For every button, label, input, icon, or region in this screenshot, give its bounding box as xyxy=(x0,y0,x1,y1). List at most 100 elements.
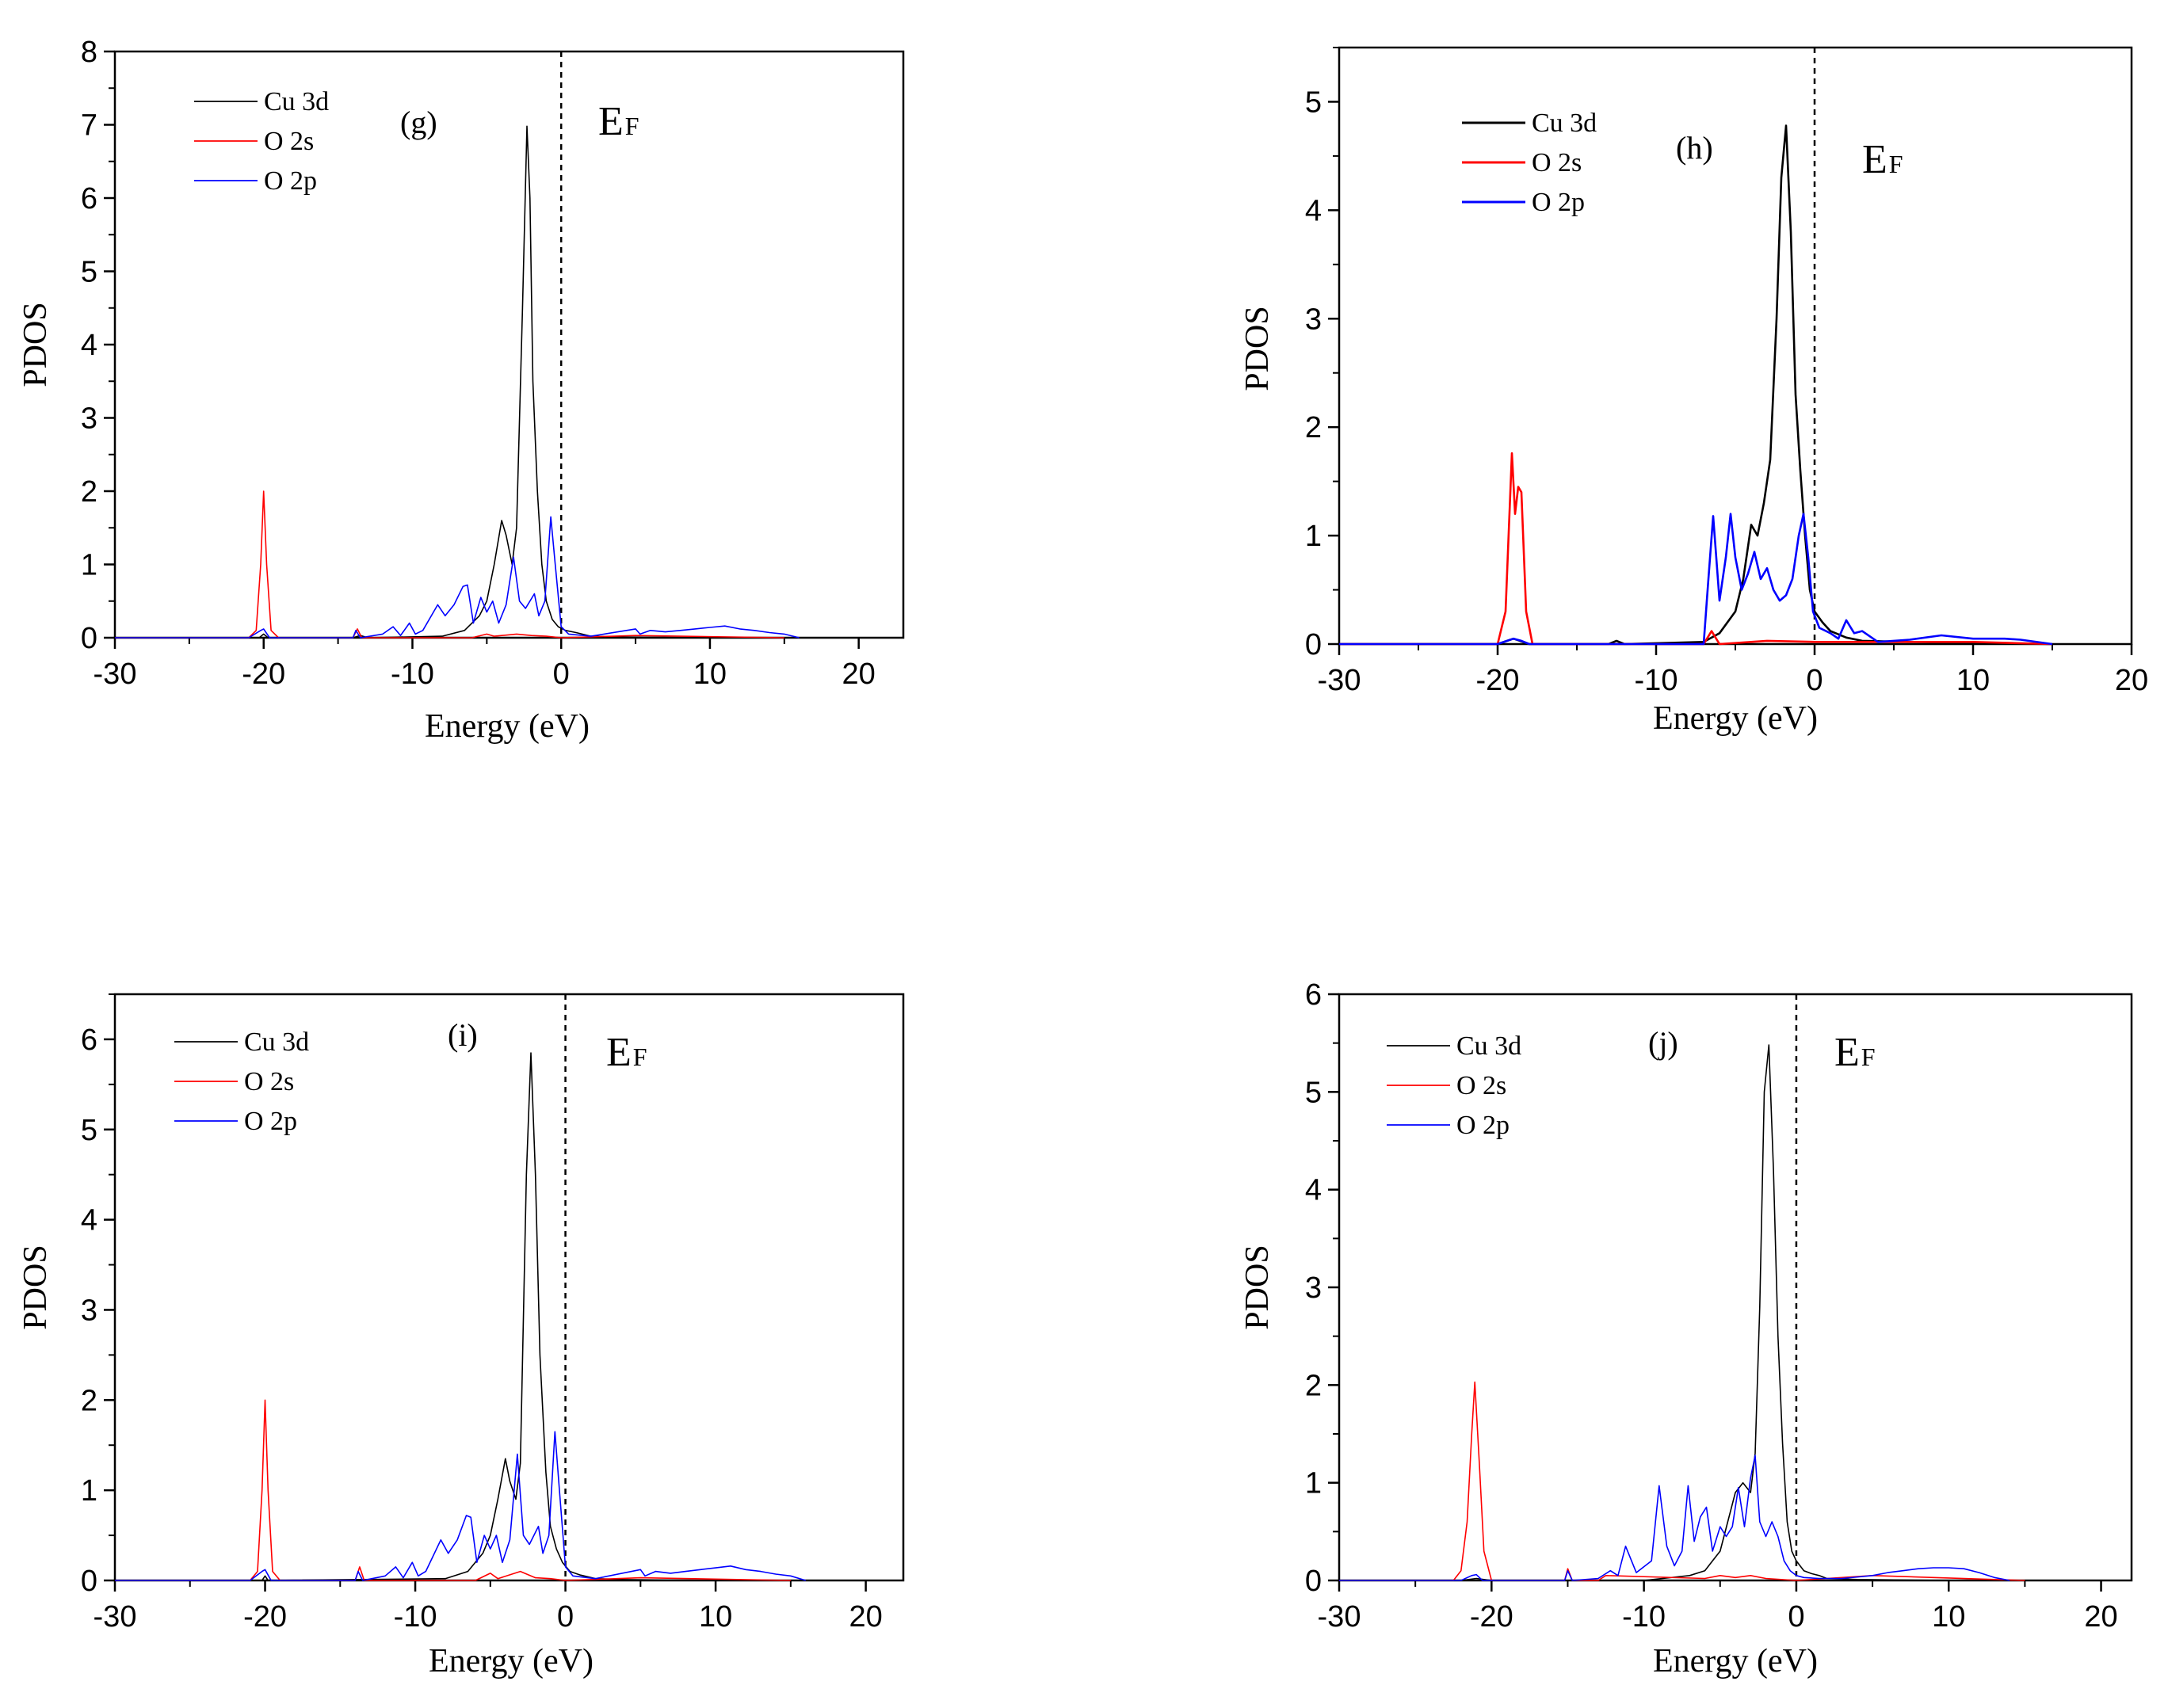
panel-g: -30 -20 -10 0 10 20 0 1 2 3 4 5 6 7 8 Energy (eV) PDOS Cu… xyxy=(17,36,905,745)
y-tick-label: 5 xyxy=(81,256,97,289)
y-axis-title: PDOS xyxy=(1239,306,1276,391)
x-tick-label: 10 xyxy=(1956,664,1990,697)
x-tick-label: 10 xyxy=(1932,1600,1965,1634)
x-tick-label: 10 xyxy=(699,1600,732,1634)
x-tick-label: -20 xyxy=(243,1600,287,1634)
series-line-o-2p xyxy=(115,1431,807,1581)
legend-label: O 2s xyxy=(1456,1071,1506,1100)
y-tick-label: 1 xyxy=(1305,520,1322,553)
y-tick-label: 5 xyxy=(1305,1076,1322,1109)
fermi-label: EF xyxy=(1834,1030,1876,1075)
fermi-label-main: E xyxy=(606,1030,632,1075)
y-tick-label: 2 xyxy=(81,1384,97,1417)
fermi-label-subscript: F xyxy=(1861,1043,1876,1071)
fermi-label-main: E xyxy=(1834,1030,1860,1075)
y-tick-label: 2 xyxy=(1305,1369,1322,1402)
y-tick-label: 6 xyxy=(1305,978,1322,1012)
plot-frame xyxy=(113,993,905,1582)
fermi-label-subscript: F xyxy=(625,112,639,140)
x-tick-label: -10 xyxy=(1622,1600,1666,1634)
fermi-label: EF xyxy=(606,1030,647,1075)
series-line-o-2p xyxy=(1339,513,2053,646)
y-tick-label: 6 xyxy=(81,182,97,215)
panel-i: -30 -20 -10 0 10 20 0 1 2 3 4 5 6 Energy (eV) PDOS Cu 3… xyxy=(17,993,905,1679)
x-tick-label: 0 xyxy=(1806,664,1823,697)
series-line-cu-3d xyxy=(115,1052,791,1581)
legend-label: O 2p xyxy=(264,166,317,196)
y-tick-label: 0 xyxy=(81,622,97,655)
fermi-label-subscript: F xyxy=(1889,150,1903,178)
panel-h: -30 -20 -10 0 10 20 0 1 2 3 4 5 Energy (eV) PDOS Cu 3d… xyxy=(1239,46,2148,737)
y-axis-title: PDOS xyxy=(17,302,54,387)
x-axis-title: Energy (eV) xyxy=(1653,1643,1818,1679)
fermi-label: EF xyxy=(1862,137,1903,182)
y-tick-label: 6 xyxy=(81,1024,97,1057)
x-tick-label: 20 xyxy=(2115,664,2148,697)
x-tick-label: 20 xyxy=(842,658,876,691)
x-tick-label: 0 xyxy=(553,658,570,691)
x-tick-label: -30 xyxy=(1318,1600,1361,1634)
y-tick-label: 1 xyxy=(81,549,97,582)
x-tick-label: 0 xyxy=(1788,1600,1804,1634)
legend-label: O 2p xyxy=(1532,188,1585,217)
series-line-o-2s xyxy=(115,490,784,639)
x-tick-label: -20 xyxy=(1476,664,1520,697)
series-line-o-2s xyxy=(1339,452,2053,646)
panel-label: (i) xyxy=(448,1017,478,1053)
y-axis-title: PDOS xyxy=(1239,1245,1276,1329)
series-line-o-2p xyxy=(1339,1454,2010,1581)
y-axis-title: PDOS xyxy=(17,1245,54,1329)
y-tick-label: 4 xyxy=(1305,1174,1322,1207)
y-tick-label: 4 xyxy=(81,329,97,362)
series-line-cu-3d xyxy=(1339,124,2053,646)
x-tick-label: -20 xyxy=(242,658,285,691)
x-tick-label: 10 xyxy=(693,658,727,691)
legend-label: O 2s xyxy=(1532,148,1582,177)
y-tick-label: 5 xyxy=(81,1114,97,1147)
y-tick-label: 3 xyxy=(1305,1271,1322,1305)
y-tick-label: 8 xyxy=(81,36,97,69)
x-axis-title: Energy (eV) xyxy=(429,1643,594,1679)
legend-label: Cu 3d xyxy=(1456,1031,1521,1061)
legend-label: Cu 3d xyxy=(1532,109,1597,138)
y-tick-label: 4 xyxy=(81,1204,97,1237)
legend-label: Cu 3d xyxy=(244,1027,309,1057)
x-axis-title: Energy (eV) xyxy=(425,708,590,745)
x-tick-label: -10 xyxy=(1635,664,1678,697)
x-tick-label: -30 xyxy=(94,658,137,691)
x-tick-label: -20 xyxy=(1470,1600,1513,1634)
x-tick-label: -30 xyxy=(94,1600,137,1634)
y-tick-label: 2 xyxy=(1305,411,1322,444)
x-tick-label: 0 xyxy=(557,1600,574,1634)
fermi-label: EF xyxy=(598,99,639,144)
y-tick-label: 1 xyxy=(81,1474,97,1508)
legend-label: O 2p xyxy=(1456,1111,1510,1140)
x-axis-title: Energy (eV) xyxy=(1653,700,1818,737)
legend-label: O 2s xyxy=(264,127,314,156)
x-tick-label: -30 xyxy=(1318,664,1361,697)
y-tick-label: 7 xyxy=(81,109,97,143)
legend-label: O 2p xyxy=(244,1107,297,1136)
legend-label: Cu 3d xyxy=(264,87,329,116)
x-tick-label: -10 xyxy=(391,658,434,691)
series-line-cu-3d xyxy=(115,125,784,639)
x-tick-label: -10 xyxy=(394,1600,437,1634)
y-tick-label: 0 xyxy=(1305,1565,1322,1598)
y-tick-label: 3 xyxy=(81,1294,97,1327)
y-tick-label: 0 xyxy=(1305,628,1322,661)
y-tick-label: 3 xyxy=(1305,303,1322,336)
y-tick-label: 4 xyxy=(1305,194,1322,227)
x-tick-label: 20 xyxy=(2084,1600,2117,1634)
panel-label: (j) xyxy=(1648,1025,1678,1061)
y-tick-label: 3 xyxy=(81,402,97,436)
fermi-label-main: E xyxy=(598,99,624,144)
y-tick-label: 5 xyxy=(1305,86,1322,119)
series-line-o-2p xyxy=(115,516,800,639)
x-tick-label: 20 xyxy=(849,1600,882,1634)
fermi-label-main: E xyxy=(1862,137,1887,182)
legend-label: O 2s xyxy=(244,1067,294,1096)
panel-label: (h) xyxy=(1676,130,1713,166)
fermi-label-subscript: F xyxy=(633,1043,647,1071)
y-tick-label: 0 xyxy=(81,1565,97,1598)
